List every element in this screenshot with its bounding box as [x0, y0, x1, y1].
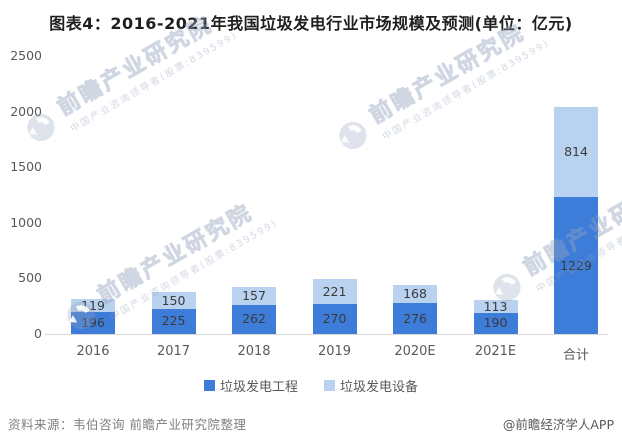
x-axis-label-2017: 2017: [156, 344, 191, 359]
bar-value-label: 1229: [560, 257, 592, 273]
x-axis-label-2021E: 2021E: [474, 344, 517, 359]
bar-value-label: 221: [322, 283, 347, 299]
y-axis-tick-2500: 2500: [10, 48, 42, 63]
bar-segment-合计-垃圾发电工程: [554, 197, 598, 334]
x-axis-line: [45, 334, 608, 335]
chart-title: 图表4：2016-2021年我国垃圾发电行业市场规模及预测(单位：亿元): [49, 14, 573, 33]
bar-segment-2016-垃圾发电工程: [71, 312, 115, 334]
bar-segment-2019-垃圾发电设备: [312, 279, 357, 304]
bar-segment-2017-垃圾发电设备: [151, 292, 196, 309]
bar-segment-2020E-垃圾发电设备: [393, 284, 437, 304]
bar-value-label: 270: [322, 310, 347, 326]
bar-value-label: 276: [403, 310, 427, 326]
x-axis-label-合计: 合计: [562, 348, 589, 363]
legend-item-engineering: 垃圾发电工程: [203, 376, 298, 395]
x-axis-label-2020E: 2020E: [394, 344, 436, 359]
source-note: 资料来源：韦伯咨询 前瞻产业研究院整理: [8, 417, 247, 432]
bar-segment-2021E-垃圾发电设备: [473, 300, 518, 313]
bar-segment-2018-垃圾发电工程: [232, 304, 276, 334]
legend-swatch-engineering: [203, 380, 215, 391]
bar-segment-2020E-垃圾发电工程: [393, 303, 437, 334]
bar-value-label: 157: [242, 288, 266, 304]
bar-value-label: 262: [242, 311, 266, 327]
y-axis-tick-500: 500: [18, 270, 42, 286]
bar-segment-2021E-垃圾发电工程: [473, 312, 518, 334]
bar-segment-合计-垃圾发电设备: [554, 106, 598, 198]
y-axis-tick-1500: 1500: [10, 159, 42, 175]
bar-value-label: 225: [161, 313, 186, 329]
bar-value-label: 196: [81, 315, 105, 331]
y-axis-tick-2000: 2000: [10, 103, 42, 119]
bar-segment-2018-垃圾发电设备: [232, 287, 276, 305]
credit-note: @前瞻经济学人APP: [502, 417, 614, 432]
legend-swatch-equipment: [324, 380, 335, 391]
bar-segment-2019-垃圾发电工程: [312, 303, 357, 334]
bar-value-label: 168: [403, 285, 427, 301]
bar-value-label: 814: [564, 144, 588, 160]
x-axis-label-2018: 2018: [237, 344, 271, 359]
bar-value-label: 150: [161, 292, 186, 308]
bar-value-label: 190: [483, 315, 508, 331]
bar-value-label: 113: [483, 298, 508, 314]
legend-label-equipment: 垃圾发电设备: [340, 380, 419, 395]
x-axis-label-2019: 2019: [317, 344, 352, 359]
y-axis-tick-1000: 1000: [10, 214, 42, 230]
legend-item-equipment: 垃圾发电设备: [324, 376, 418, 395]
bar-segment-2017-垃圾发电工程: [151, 308, 196, 334]
x-axis-label-2016: 2016: [76, 344, 110, 359]
legend-label-engineering: 垃圾发电工程: [219, 380, 298, 395]
bar-value-label: 119: [81, 297, 105, 313]
legend: 垃圾发电工程 垃圾发电设备: [0, 376, 622, 395]
y-axis-tick-0: 0: [34, 326, 42, 341]
